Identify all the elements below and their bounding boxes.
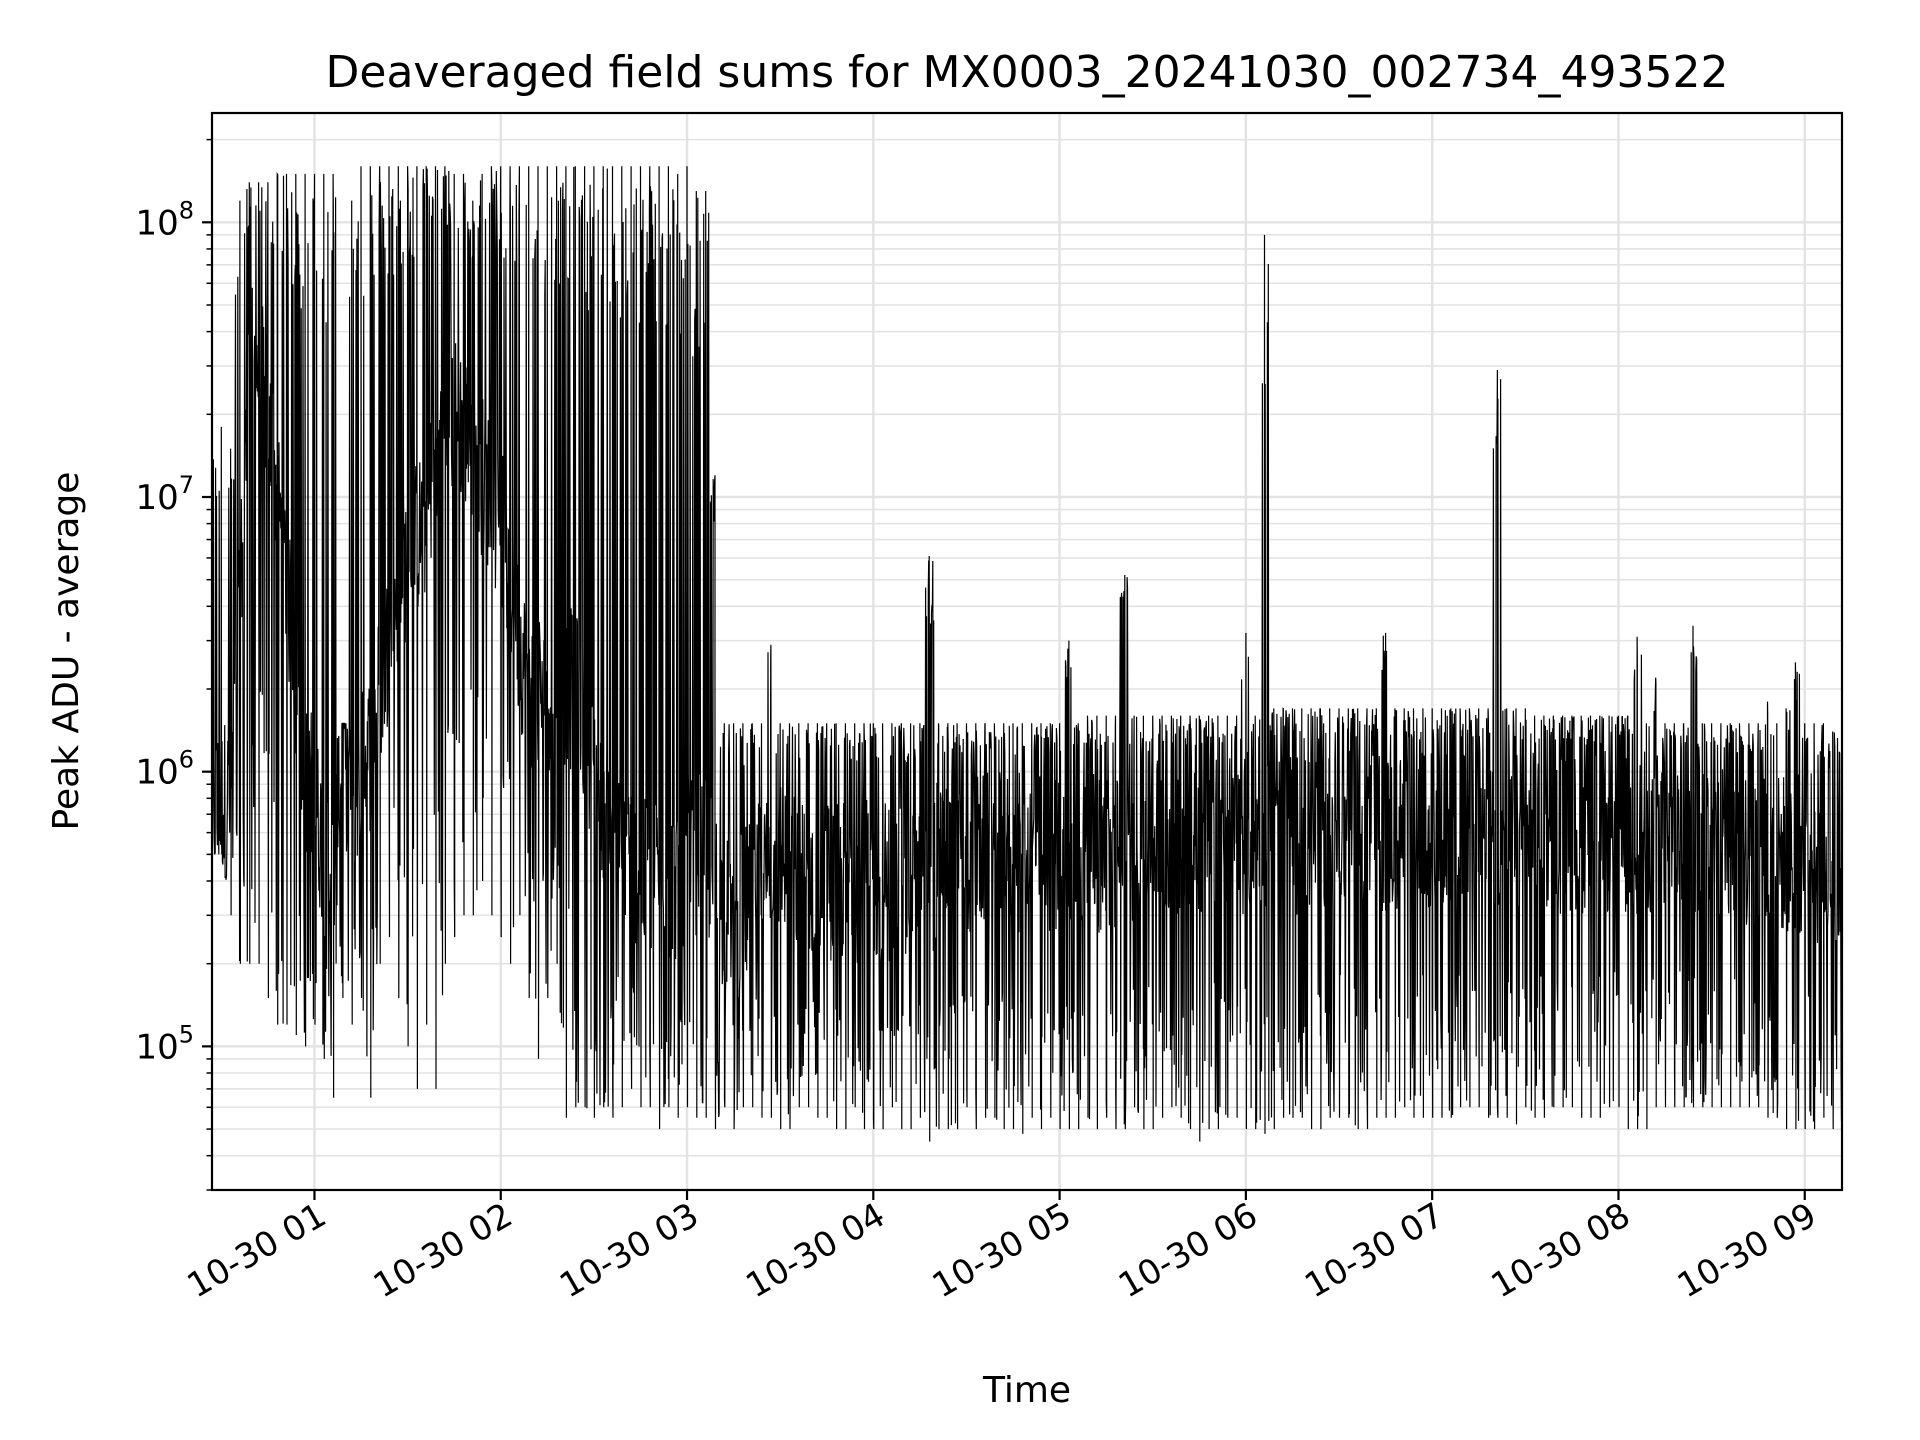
- data-series: [212, 166, 1842, 1142]
- y-tick-label-base: 10: [135, 1027, 178, 1067]
- y-tick-label-base: 10: [135, 478, 178, 518]
- y-tick-label-base: 10: [135, 203, 178, 243]
- y-tick-label-exponent: 7: [179, 471, 194, 499]
- y-tick-label-exponent: 5: [179, 1020, 194, 1048]
- y-axis-label: Peak ADU - average: [46, 472, 87, 831]
- y-tick-label: 105: [135, 1020, 194, 1067]
- y-tick-label: 107: [135, 471, 194, 518]
- y-tick-label-exponent: 8: [179, 196, 194, 224]
- axes-frame: [210, 111, 1844, 1192]
- chart-title: Deaveraged field sums for MX0003_2024103…: [326, 47, 1729, 98]
- y-tick-label: 106: [135, 746, 194, 793]
- x-axis-label: Time: [982, 1370, 1071, 1411]
- plot-area: [212, 166, 1842, 1142]
- y-tick-label-exponent: 6: [179, 746, 194, 774]
- y-tick-label: 108: [135, 196, 194, 243]
- y-tick-label-base: 10: [135, 753, 178, 793]
- series-line: [212, 166, 1842, 1142]
